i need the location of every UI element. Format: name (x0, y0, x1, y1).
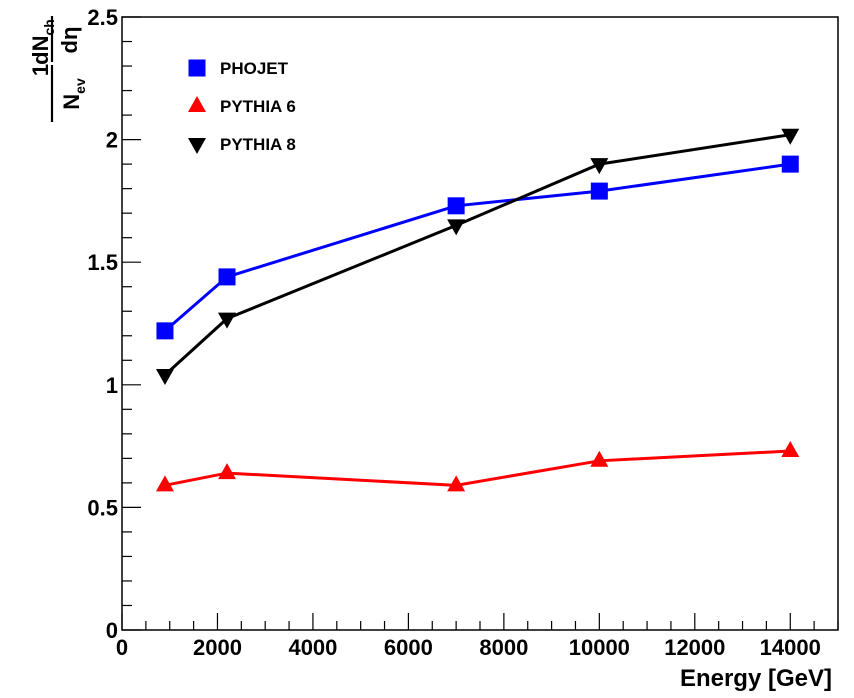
data-point-phojet (218, 268, 236, 286)
x-tick-label: 10000 (569, 635, 630, 660)
data-point-phojet (156, 322, 174, 340)
data-point-pythia-6 (590, 450, 609, 467)
x-tick-label: 8000 (479, 635, 528, 660)
y-tick-label: 1 (106, 373, 118, 398)
legend-marker-phojet (188, 59, 206, 77)
series-line-pythia-8 (163, 133, 791, 377)
y-tick-label: 0.5 (87, 495, 118, 520)
x-tick-label: 12000 (664, 635, 725, 660)
y-tick-label: 2.5 (87, 5, 118, 30)
y-axis-title-one: 1 (28, 64, 53, 76)
y-axis-title-deta: dη (57, 27, 82, 54)
axis-tick-labels: 0 2000 4000 6000 8000 10000 12000 14000 0 0.5 1 1.5… (87, 5, 820, 660)
legend-marker-pythia-6 (188, 96, 206, 112)
data-point-pythia-6 (781, 441, 800, 458)
data-point-pythia-8 (590, 158, 609, 175)
data-point-pythia-8 (447, 219, 466, 236)
y-tick-label: 0 (106, 618, 118, 643)
x-tick-label: 0 (116, 635, 128, 660)
y-axis-title: 1 Nev dNch dη (28, 16, 88, 122)
data-point-pythia-8 (218, 312, 237, 329)
legend-label-pythia-8: PYTHIA 8 (220, 135, 296, 154)
x-tick-label: 4000 (288, 635, 337, 660)
axis-ticks (121, 16, 839, 631)
x-tick-label: 6000 (384, 635, 433, 660)
legend-label-phojet: PHOJET (220, 59, 289, 78)
y-tick-label: 1.5 (87, 250, 118, 275)
series-markers (155, 128, 800, 492)
data-point-phojet (447, 197, 465, 215)
data-point-pythia-8 (781, 128, 800, 145)
x-axis-title: Energy [GeV] (680, 665, 832, 692)
legend: PHOJET PYTHIA 6 PYTHIA 8 (188, 59, 296, 154)
series-lines (163, 133, 791, 487)
y-axis-title-nev: Nev (59, 78, 88, 110)
data-point-phojet (590, 182, 608, 200)
data-point-pythia-6 (155, 475, 174, 492)
data-point-pythia-8 (155, 368, 174, 385)
legend-marker-pythia-8 (188, 138, 206, 154)
legend-label-pythia-6: PYTHIA 6 (220, 97, 296, 116)
x-tick-label: 2000 (193, 635, 242, 660)
data-point-pythia-6 (447, 475, 466, 492)
data-point-pythia-6 (218, 463, 237, 480)
x-tick-label: 14000 (760, 635, 821, 660)
y-tick-label: 2 (106, 128, 118, 153)
data-point-phojet (781, 155, 799, 173)
series-line-pythia-6 (164, 449, 791, 487)
